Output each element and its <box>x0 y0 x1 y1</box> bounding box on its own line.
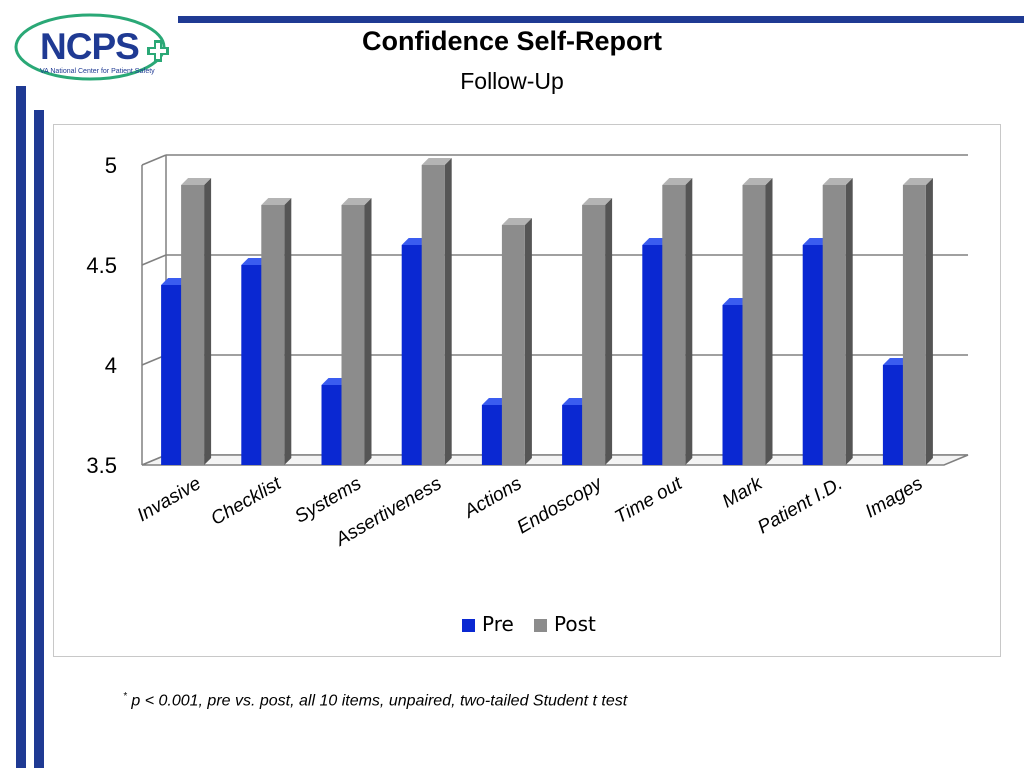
bar-post <box>501 225 525 465</box>
bar-pre <box>642 245 666 465</box>
bar-pre <box>321 385 345 465</box>
x-tick-label: Patient I.D. <box>754 473 846 538</box>
x-tick-label: Checklist <box>208 473 286 530</box>
x-tick-label: Mark <box>719 472 767 512</box>
y-tick-label: 5 <box>105 153 117 178</box>
bar-pre <box>241 265 265 465</box>
legend-label-post: Post <box>554 612 596 636</box>
bar-side <box>284 198 292 465</box>
medical-cross-icon <box>147 40 169 62</box>
bar-post <box>181 185 205 465</box>
bar-post <box>341 205 365 465</box>
bar-pre <box>161 285 185 465</box>
bar-side <box>845 178 853 465</box>
bar-top <box>822 178 853 185</box>
bar-pre <box>882 365 906 465</box>
bar-post <box>261 205 285 465</box>
bar-post <box>662 185 686 465</box>
bar-pre <box>562 405 586 465</box>
bar-side <box>605 198 613 465</box>
y-tick-label: 3.5 <box>86 453 117 478</box>
x-tick-label: Invasive <box>134 473 205 526</box>
bar-side <box>685 178 693 465</box>
page-subtitle: Follow-Up <box>460 68 564 94</box>
legend-label-pre: Pre <box>482 612 514 636</box>
side-accent-rule-inner <box>34 110 44 768</box>
bar-post <box>822 185 846 465</box>
ncps-logo: NCPS VA National Center for Patient Safe… <box>10 10 170 82</box>
page-title: Confidence Self-Report <box>361 26 663 56</box>
bar-top <box>421 158 452 165</box>
y-tick-label: 4.5 <box>86 253 117 278</box>
bar-pre <box>401 245 425 465</box>
x-tick-label: Time out <box>611 473 686 528</box>
footnote: * p < 0.001, pre vs. post, all 10 items,… <box>123 691 627 710</box>
bar-top <box>181 178 212 185</box>
bar-pre <box>802 245 826 465</box>
x-tick-label: Endoscopy <box>514 472 607 538</box>
bar-post <box>582 205 606 465</box>
footnote-marker: * <box>123 691 127 702</box>
bar-side <box>444 158 452 465</box>
bar-post <box>902 185 926 465</box>
bar-side <box>765 178 773 465</box>
footnote-text: p < 0.001, pre vs. post, all 10 items, u… <box>126 692 628 710</box>
gridline-depth <box>141 154 167 166</box>
bar-top <box>341 198 372 205</box>
bar-side <box>925 178 933 465</box>
x-tick-label: Images <box>862 473 927 523</box>
x-tick-label: Actions <box>460 473 526 523</box>
bar-side <box>364 198 372 465</box>
legend-swatch-pre <box>462 619 475 632</box>
gridline-depth <box>141 254 167 266</box>
legend-swatch-post <box>534 619 547 632</box>
top-accent-rule <box>178 16 1024 23</box>
y-tick-label: 4 <box>105 353 117 378</box>
bar-post <box>421 165 445 465</box>
bar-top <box>261 198 292 205</box>
bar-top <box>902 178 933 185</box>
bar-top <box>501 218 532 225</box>
bar-top <box>662 178 693 185</box>
bar-top <box>742 178 773 185</box>
logo-text: NCPS <box>40 26 140 67</box>
bar-pre <box>481 405 505 465</box>
bar-side <box>204 178 212 465</box>
bar-post <box>742 185 766 465</box>
bar-top <box>582 198 613 205</box>
bar-pre <box>722 305 746 465</box>
side-accent-rule <box>16 86 26 768</box>
logo-subtitle: VA National Center for Patient Safety <box>40 68 155 75</box>
bar-side <box>524 218 532 465</box>
chart-frame: 3.5 4 4.5 5 Invasive Checklist Systems Assertiv… <box>53 124 1001 657</box>
